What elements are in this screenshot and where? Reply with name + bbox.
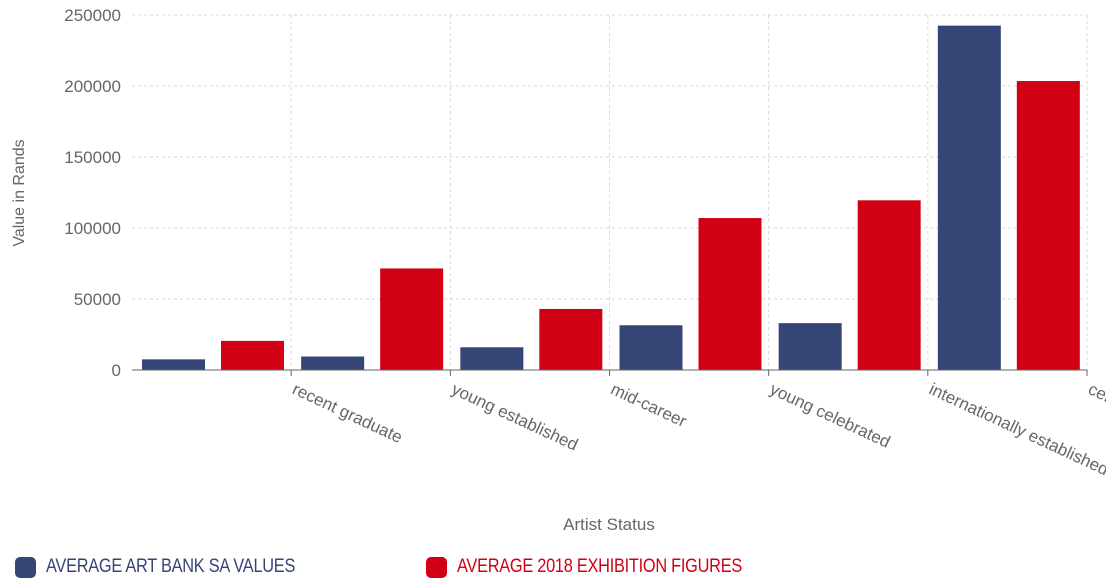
bar-exhibition — [539, 308, 603, 370]
bar-art-bank — [142, 359, 205, 370]
x-tick-label: young established — [449, 379, 581, 454]
legend: AVERAGE ART BANK SA VALUES AVERAGE 2018 … — [0, 555, 1106, 581]
bar-exhibition — [380, 268, 444, 370]
legend-label-art-bank: AVERAGE ART BANK SA VALUES — [46, 556, 296, 577]
legend-swatch-exhibition — [426, 556, 447, 578]
bar-art-bank — [460, 347, 524, 370]
bar-exhibition — [698, 218, 762, 370]
x-tick-label: internationally established — [926, 379, 1106, 479]
bars — [142, 25, 1080, 371]
grid — [132, 14, 1088, 370]
x-axis-label: Artist Status — [563, 515, 655, 534]
bar-art-bank — [619, 325, 683, 370]
y-axis-label: Value in Rands — [11, 139, 28, 246]
x-tick-label: young celebrated — [767, 379, 893, 451]
y-tick-label: 250000 — [64, 6, 121, 25]
bar-exhibition — [1016, 81, 1080, 370]
x-tick-label: mid-career — [608, 379, 690, 431]
legend-item-exhibition: AVERAGE 2018 EXHIBITION FIGURES — [426, 555, 788, 579]
x-tick-label: celebrated — [1085, 379, 1106, 430]
bar-exhibition — [857, 200, 921, 370]
bar-art-bank — [778, 323, 842, 370]
x-tick-label: recent graduate — [289, 379, 405, 447]
y-tick-label: 200000 — [64, 77, 121, 96]
y-tick-label: 150000 — [64, 148, 121, 167]
y-tick-label: 0 — [112, 361, 121, 380]
legend-item-art-bank: AVERAGE ART BANK SA VALUES — [15, 555, 336, 579]
legend-label-exhibition: AVERAGE 2018 EXHIBITION FIGURES — [457, 556, 743, 577]
bar-exhibition — [221, 340, 284, 370]
y-tick-label: 50000 — [74, 290, 121, 309]
legend-swatch-art-bank — [15, 556, 36, 578]
bar-art-bank — [301, 356, 365, 370]
bar-art-bank — [937, 25, 1001, 371]
y-tick-label: 100000 — [64, 219, 121, 238]
